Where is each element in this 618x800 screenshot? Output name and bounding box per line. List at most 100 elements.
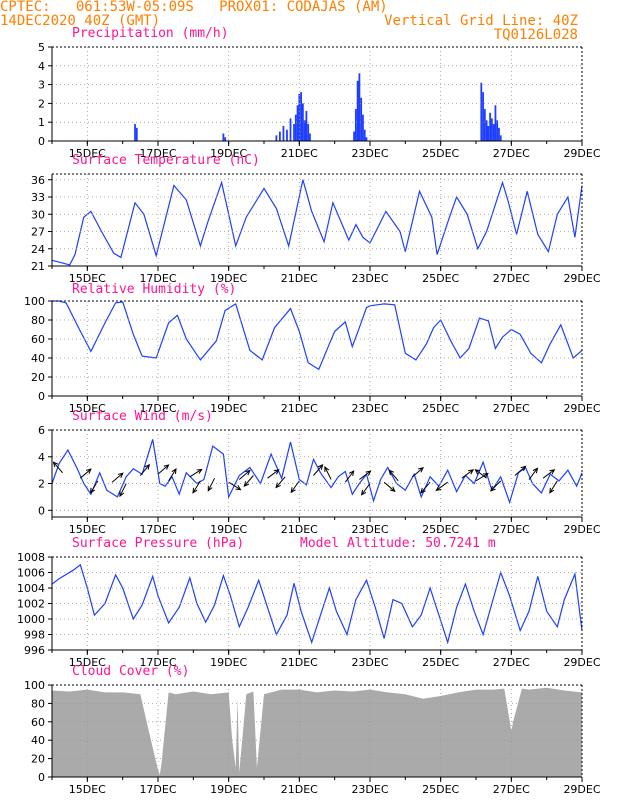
precip-bar — [298, 94, 301, 141]
y-tick-label: 20 — [31, 753, 45, 766]
x-tick-label: 27DEC — [493, 656, 530, 669]
x-tick-label: 19DEC — [210, 402, 247, 415]
wind-arrow-shaft — [412, 467, 424, 478]
x-tick-label: 29DEC — [563, 402, 600, 415]
x-tick-label: 23DEC — [351, 402, 388, 415]
wind-arrow-shaft — [168, 468, 177, 482]
wind-arrow-head — [360, 489, 367, 496]
precip-bar — [498, 127, 500, 141]
wind-arrow-shaft — [111, 472, 124, 483]
x-tick-label: 23DEC — [351, 147, 388, 160]
x-tick-label: 25DEC — [422, 147, 459, 160]
x-tick-label: 15DEC — [69, 272, 106, 285]
y-tick-label: 30 — [31, 208, 45, 221]
x-tick-label: 25DEC — [422, 523, 459, 536]
wind-arrow-head — [52, 461, 59, 468]
precip-bar — [365, 137, 368, 141]
y-tick-label: 1000 — [17, 613, 45, 626]
wind-arrow-shaft — [157, 464, 169, 475]
panel-annotation: Model Altitude: 50.7241 m — [300, 536, 496, 551]
x-tick-label: 25DEC — [422, 656, 459, 669]
wind-arrow-head — [192, 487, 198, 494]
x-tick-label: 15DEC — [69, 147, 106, 160]
panel-3: 0 20 40 60 80 100 15DEC 17DEC 19DEC 21DEC 23DEC 25D… — [24, 282, 601, 415]
y-tick-label: 21 — [31, 260, 45, 273]
wind-arrow-shaft — [461, 469, 474, 479]
wind-arrow-shaft — [475, 469, 487, 479]
wind-arrow-head — [171, 468, 177, 475]
wind-arrow-head — [163, 464, 170, 470]
wind-arrow-head — [273, 469, 280, 475]
panel-title: Cloud Cover (%) — [72, 664, 189, 679]
panel-title: Surface Pressure (hPa) — [72, 536, 244, 551]
x-tick-label: 17DEC — [139, 783, 176, 796]
wind-arrow-head — [435, 485, 442, 492]
wind-arrow-head — [324, 465, 330, 473]
wind-arrow-shaft — [383, 481, 396, 492]
panel-title: Relative Humidity (%) — [72, 282, 236, 297]
wind-arrow-head — [117, 472, 124, 478]
wind-arrow-head — [85, 468, 92, 474]
x-tick-label: 23DEC — [351, 272, 388, 285]
y-tick-label: 3 — [38, 79, 45, 92]
wind-arrow-shaft — [189, 469, 202, 478]
wind-arrow-shaft — [436, 481, 449, 491]
wind-arrow-head — [348, 470, 355, 477]
y-tick-label: 1004 — [17, 582, 45, 595]
precip-bar — [293, 124, 295, 141]
header-grid-line: Vertical Grid Line: 40Z — [384, 13, 578, 29]
x-tick-label: 27DEC — [493, 272, 530, 285]
precip-bar — [135, 127, 138, 141]
header-location: CPTEC: 061:53W-05:09S PROX01: CODAJAS (A… — [0, 0, 388, 15]
precip-bar — [363, 129, 366, 141]
wind-arrow-head — [89, 487, 96, 494]
x-tick-label: 19DEC — [210, 656, 247, 669]
y-tick-label: 1 — [38, 116, 45, 129]
precip-bar — [286, 129, 288, 141]
x-tick-label: 23DEC — [351, 656, 388, 669]
x-tick-label: 15DEC — [69, 783, 106, 796]
y-tick-label: 0 — [38, 390, 45, 403]
y-tick-label: 998 — [24, 629, 45, 642]
x-tick-label: 15DEC — [69, 523, 106, 536]
wind-arrow-shaft — [139, 464, 150, 476]
panel-title: Surface Wind (m/s) — [72, 409, 213, 424]
plot-area — [52, 174, 582, 266]
precip-bar — [487, 125, 490, 141]
wind-arrow-shaft — [313, 464, 323, 476]
wind-arrow-head — [290, 487, 296, 494]
precip-bar — [496, 120, 499, 141]
wind-arrow-shaft — [207, 477, 215, 491]
x-tick-label: 23DEC — [351, 783, 388, 796]
precip-bar — [362, 114, 364, 141]
x-tick-label: 19DEC — [210, 147, 247, 160]
panel-title: Precipitation (mm/h) — [72, 26, 229, 41]
x-tick-label: 25DEC — [422, 272, 459, 285]
precip-bar — [480, 82, 483, 141]
y-tick-label: 0 — [38, 771, 45, 784]
panel-4: 0 2 4 6 15DEC 17DEC 19DEC 21DEC 23DEC 25DEC 27DEC 2… — [38, 409, 601, 536]
precip-bar — [134, 124, 136, 141]
wind-arrow-head — [196, 468, 203, 474]
wind-arrow-shaft — [79, 468, 92, 479]
x-tick-label: 21DEC — [281, 523, 318, 536]
y-tick-label: 2 — [38, 97, 45, 110]
wind-arrow-head — [388, 469, 394, 476]
wind-arrow-shaft — [53, 461, 63, 474]
precip-bar — [353, 131, 355, 141]
wind-arrow-head — [474, 469, 481, 475]
wind-arrow-shaft — [344, 470, 355, 483]
wind-arrow-shaft — [542, 469, 555, 479]
precip-bar — [294, 114, 297, 141]
wind-arrow-head — [144, 463, 151, 470]
y-tick-label: 0 — [38, 135, 45, 148]
y-tick-label: 100 — [24, 679, 45, 692]
wind-arrow-head — [244, 469, 251, 476]
y-tick-label: 1002 — [17, 598, 45, 611]
precip-bar — [492, 124, 495, 141]
plot-area — [52, 430, 582, 517]
x-tick-label: 27DEC — [493, 147, 530, 160]
wind-arrow-head — [520, 465, 527, 472]
wind-arrow-head — [532, 467, 539, 474]
